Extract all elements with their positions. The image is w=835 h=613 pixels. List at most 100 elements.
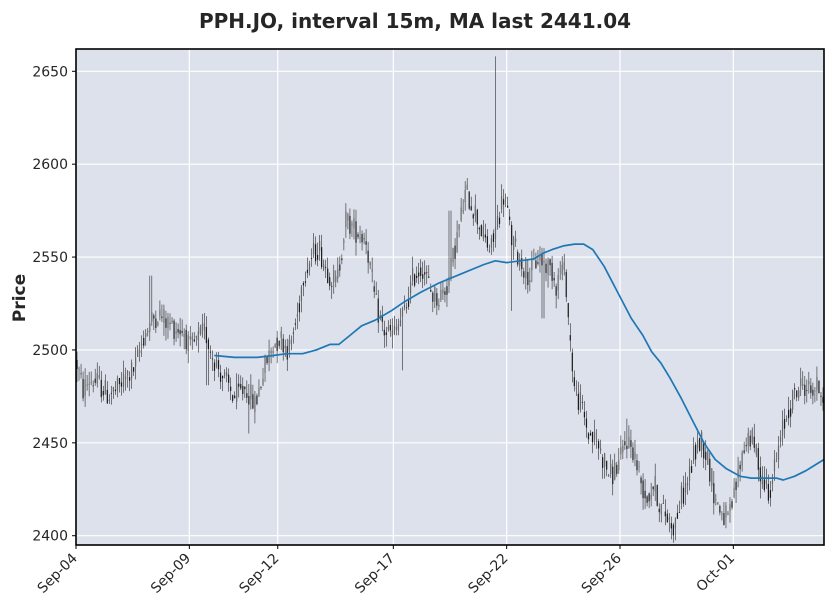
candle-body — [310, 258, 313, 259]
candle-body — [765, 479, 767, 485]
candle-body — [792, 390, 794, 410]
candle-body — [403, 305, 406, 307]
candle-body — [652, 486, 654, 490]
candle-body — [565, 271, 567, 298]
candle-body — [416, 275, 418, 278]
candle-body — [492, 233, 495, 242]
candle-body — [755, 444, 757, 455]
candle-body — [668, 516, 670, 521]
candle-body — [375, 293, 377, 295]
candle-body — [460, 207, 462, 221]
candle-body — [779, 436, 782, 442]
candle-body — [153, 315, 155, 319]
candle-body — [777, 445, 780, 461]
candle-body — [171, 320, 173, 323]
candle-body — [219, 372, 222, 382]
candle-body — [296, 314, 298, 317]
candle-body — [266, 356, 268, 364]
candle-body — [515, 238, 517, 242]
candle-body — [395, 326, 398, 330]
candle-body — [321, 247, 323, 268]
candle-body — [693, 446, 695, 461]
candle-body — [509, 216, 511, 220]
candle-body — [316, 254, 319, 260]
candle-body — [502, 199, 505, 205]
candle-body — [272, 350, 274, 353]
candle-body — [256, 395, 258, 405]
candle-body — [458, 224, 460, 230]
candle-body — [195, 335, 197, 338]
candle-body — [767, 483, 770, 501]
candle-body — [557, 274, 559, 291]
candle-body — [143, 337, 145, 346]
candle-body — [798, 390, 800, 398]
candle-body — [561, 264, 563, 275]
candle-body — [593, 431, 596, 440]
candle-body — [496, 216, 499, 228]
candle-body — [167, 316, 169, 329]
candle-body — [472, 214, 474, 219]
candle-body — [116, 378, 119, 391]
candle-body — [399, 320, 402, 326]
candle-body — [749, 435, 751, 447]
candle-body — [428, 276, 430, 278]
candle-body — [674, 518, 677, 529]
candle-body — [488, 250, 491, 253]
candle-body — [387, 326, 389, 330]
candle-body — [585, 418, 588, 428]
candle-body — [690, 466, 693, 473]
candle-body — [529, 280, 531, 282]
candle-body — [92, 385, 94, 387]
candle-body — [98, 375, 100, 379]
candle-body — [494, 227, 497, 240]
candles — [76, 56, 824, 543]
candle-body — [302, 282, 305, 286]
candle-body — [504, 196, 507, 199]
candle-body — [695, 444, 697, 460]
candle-body — [298, 303, 300, 313]
y-tick-label: 2600 — [32, 157, 68, 173]
candle-body — [602, 457, 604, 468]
y-tick-label: 2650 — [32, 64, 68, 80]
candle-body — [751, 429, 753, 443]
candle-body — [476, 209, 478, 225]
candle-body — [800, 378, 802, 386]
candle-body — [432, 292, 434, 302]
candle-body — [250, 384, 252, 400]
candle-body — [397, 324, 400, 331]
x-tick-label: Sep-26 — [579, 550, 625, 596]
candle-body — [573, 377, 575, 387]
candle-body — [191, 336, 193, 340]
candle-body — [810, 385, 812, 393]
candle-body — [282, 338, 284, 353]
candle-body — [414, 274, 416, 286]
candle-body — [543, 260, 545, 263]
candle-body — [197, 331, 199, 341]
candle-body — [100, 379, 102, 398]
candle-body — [179, 330, 181, 335]
candle-body — [634, 452, 636, 459]
candle-body — [640, 477, 642, 484]
candle-body — [725, 505, 727, 518]
candle-body — [466, 184, 468, 190]
candle-body — [128, 377, 131, 381]
candle-body — [312, 242, 315, 254]
candle-body — [624, 441, 626, 446]
candle-body — [438, 304, 440, 307]
candle-body — [120, 382, 123, 387]
candle-body — [169, 322, 171, 324]
candle-body — [106, 389, 108, 404]
candle-body — [448, 276, 450, 287]
candle-body — [731, 501, 733, 508]
candle-body — [513, 237, 515, 251]
candle-body — [355, 221, 357, 243]
candle-body — [713, 483, 715, 504]
candle-body — [242, 386, 244, 395]
candle-body — [608, 474, 610, 476]
candle-body — [391, 330, 393, 337]
candle-body — [426, 272, 428, 274]
grid — [75, 49, 824, 545]
candle-body — [323, 264, 325, 270]
candle-body — [769, 490, 772, 498]
